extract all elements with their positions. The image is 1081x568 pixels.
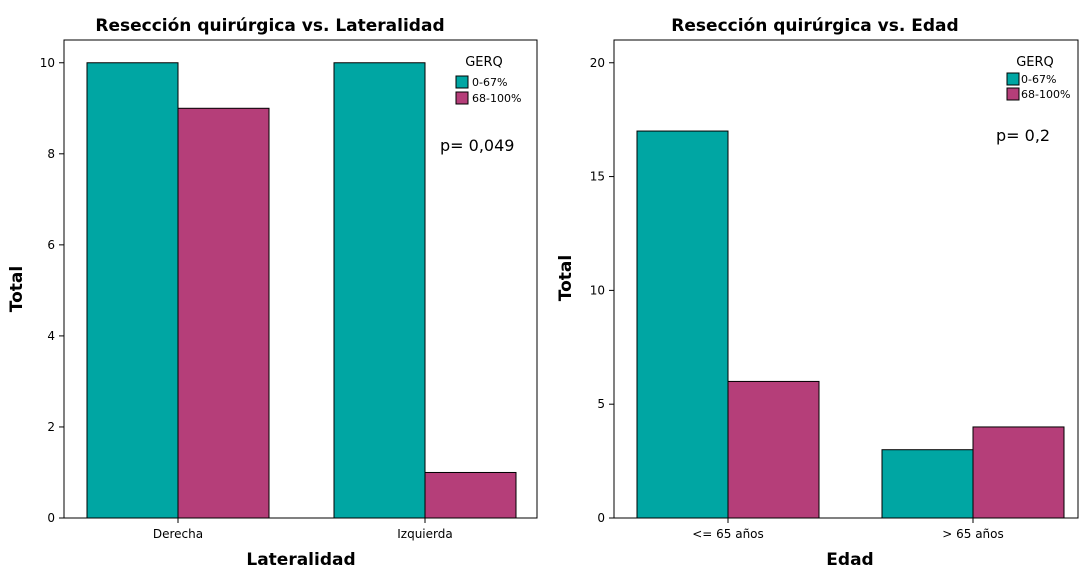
y-axis-title: Total	[556, 255, 576, 301]
plot-frame	[63, 39, 538, 519]
x-tick-label: Derecha	[153, 527, 203, 541]
bar-1-series1	[881, 449, 974, 519]
plot-frame	[613, 39, 1079, 519]
y-tick-label: 8	[47, 147, 55, 161]
legend-swatch-series1	[1006, 72, 1020, 86]
y-tick-label: 10	[590, 283, 605, 297]
chart-title: Resección quirúrgica vs. Edad	[671, 16, 958, 36]
y-tick-label: 20	[590, 56, 605, 70]
y-tick-label: 6	[47, 238, 55, 252]
p-value-annotation: p= 0,2	[996, 126, 1050, 145]
y-tick-label: 10	[40, 56, 55, 70]
bar-1-series2	[424, 471, 517, 519]
bar-0-series2	[177, 107, 270, 519]
chart-edad: Resección quirúrgica vs. Edad Total Edad…	[541, 0, 1081, 568]
legend-label-series1: 0-67%	[472, 76, 507, 89]
bar-0-series1	[636, 130, 729, 519]
bar-1-series2	[972, 426, 1065, 519]
chart-svg-edad: Resección quirúrgica vs. Edad Total Edad…	[556, 16, 1079, 568]
legend-title: GERQ	[1016, 55, 1054, 70]
bar-0-series1	[86, 62, 179, 519]
legend-swatch-series1	[455, 75, 469, 89]
legend-label-series2: 68-100%	[1021, 88, 1070, 101]
x-tick-label: <= 65 años	[692, 527, 764, 541]
x-tick-label: > 65 años	[942, 527, 1004, 541]
legend-swatch-series2	[1006, 87, 1020, 101]
y-tick-label: 2	[47, 420, 55, 434]
y-tick-label: 4	[47, 329, 55, 343]
p-value-annotation: p= 0,049	[440, 136, 514, 155]
y-tick-label: 0	[47, 511, 55, 525]
y-axis-title: Total	[7, 266, 27, 312]
y-tick-label: 0	[597, 511, 605, 525]
chart-svg-lateralidad: Resección quirúrgica vs. Lateralidad Tot…	[7, 16, 538, 568]
chart-title: Resección quirúrgica vs. Lateralidad	[95, 16, 444, 36]
x-tick-label: Izquierda	[397, 527, 452, 541]
y-tick-label: 5	[597, 397, 605, 411]
y-tick-label: 15	[590, 170, 605, 184]
legend-swatch-series2	[455, 91, 469, 105]
legend-title: GERQ	[465, 55, 503, 70]
x-axis-title: Edad	[826, 550, 873, 568]
x-axis-title: Lateralidad	[246, 550, 355, 568]
legend-label-series2: 68-100%	[472, 92, 521, 105]
bar-1-series1	[333, 62, 426, 519]
legend-label-series1: 0-67%	[1021, 73, 1056, 86]
chart-lateralidad: Resección quirúrgica vs. Lateralidad Tot…	[0, 0, 540, 568]
bar-0-series2	[727, 380, 820, 519]
